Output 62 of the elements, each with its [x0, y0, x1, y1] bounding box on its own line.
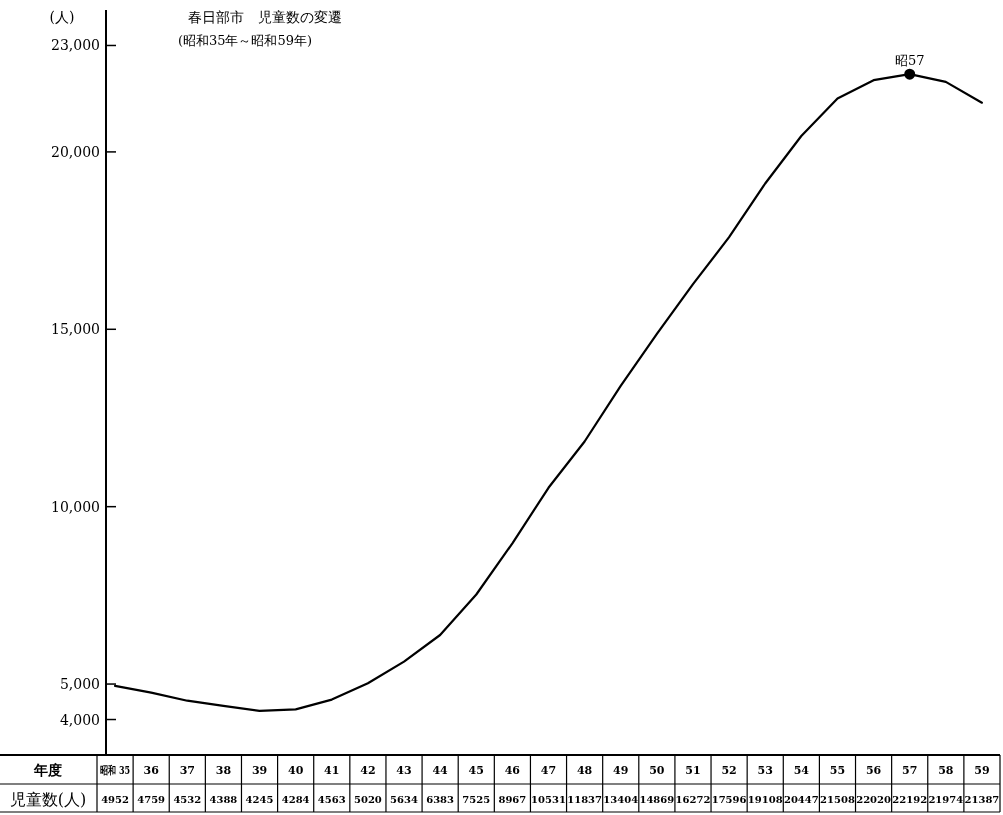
- data-label: 16272: [675, 794, 711, 805]
- x-tick-label: 53: [757, 764, 773, 777]
- x-tick-label: 56: [865, 764, 882, 777]
- data-label: 14869: [639, 794, 675, 805]
- x-tick-label: 57: [902, 764, 918, 777]
- x-tick-label: 47: [540, 764, 557, 777]
- x-tick-label: 44: [432, 764, 449, 777]
- data-label: 11837: [567, 794, 603, 805]
- x-tick-label: 48: [576, 764, 593, 777]
- data-label: 4532: [173, 794, 202, 805]
- y-tick-label: 15,000: [51, 321, 100, 338]
- data-label: 19108: [747, 794, 783, 805]
- data-label: 4388: [209, 794, 238, 805]
- data-label: 20447: [783, 794, 819, 805]
- y-tick-label: 10,000: [51, 498, 100, 515]
- x-tick-label: 52: [721, 764, 737, 777]
- y-tick-label: 5,000: [59, 676, 100, 693]
- x-tick-label: 49: [613, 764, 629, 777]
- data-label: 4759: [137, 794, 166, 805]
- data-label: 7525: [462, 794, 491, 805]
- x-tick-label: 55: [829, 764, 846, 777]
- data-label: 21387: [964, 794, 1000, 805]
- x-tick-label: 37: [179, 764, 195, 777]
- data-label: 22192: [892, 794, 928, 805]
- x-tick-label: 36: [143, 764, 160, 777]
- text: 児童数(人): [9, 790, 87, 809]
- data-label: 4245: [245, 794, 274, 805]
- data-label: 13404: [603, 794, 639, 805]
- x-axis-title: 年度: [33, 762, 62, 778]
- data-label: 4563: [317, 794, 346, 805]
- x-tick-label: 58: [938, 764, 954, 777]
- data-label: 4952: [101, 794, 130, 805]
- x-tick-label: 40: [288, 764, 304, 777]
- data-label: 8967: [498, 794, 527, 805]
- x-tick-label: 39: [251, 764, 268, 777]
- data-label: 5020: [353, 794, 382, 805]
- y-tick-label: 20,000: [51, 143, 100, 160]
- data-label: 22020: [856, 794, 892, 805]
- x-tick-label: 43: [396, 764, 412, 777]
- x-tick-label: 45: [468, 764, 484, 777]
- x-tick-label: 昭和 35: [100, 764, 142, 777]
- text: (昭和35年～昭和59年): [177, 33, 313, 48]
- chart-title: 春日部市 児童数の変遷: [188, 9, 342, 25]
- data-label: 4284: [281, 794, 310, 805]
- y-tick-label: 23,000: [51, 37, 100, 54]
- data-label: 6383: [426, 794, 455, 805]
- data-label: 21974: [928, 794, 964, 805]
- x-tick-label: 54: [793, 764, 810, 777]
- x-tick-label: 38: [215, 764, 232, 777]
- data-label: 5634: [390, 794, 418, 805]
- data-label: 17596: [711, 794, 747, 805]
- x-tick-label: 46: [504, 764, 521, 777]
- y-tick-label: 4,000: [59, 711, 100, 728]
- y-axis-title: (人): [49, 9, 75, 25]
- x-tick-label: 42: [360, 764, 376, 777]
- x-tick-label: 59: [974, 764, 990, 777]
- x-tick-label: 50: [649, 764, 665, 777]
- data-label: 21508: [820, 794, 855, 805]
- annotation: 昭57: [894, 53, 925, 69]
- x-tick-label: 51: [685, 764, 701, 777]
- x-tick-label: 41: [324, 764, 340, 777]
- data-label: 10531: [531, 794, 566, 805]
